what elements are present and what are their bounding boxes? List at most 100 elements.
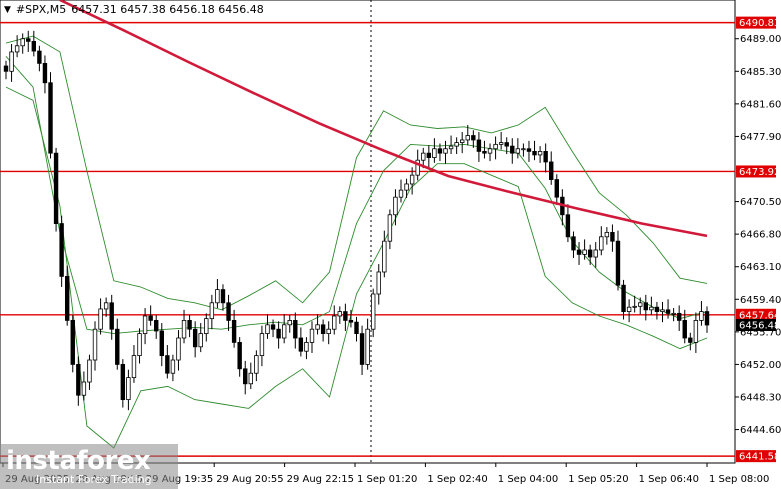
candle xyxy=(231,309,237,348)
dropdown-arrow-icon[interactable]: ▼ xyxy=(4,4,11,15)
candle-body-bear xyxy=(354,321,359,335)
candle-body-bear xyxy=(3,65,9,72)
candle xyxy=(376,264,381,305)
level-label-bg xyxy=(736,450,776,463)
candle-body-bull xyxy=(415,159,420,176)
candle xyxy=(671,308,676,322)
candle-body-bull xyxy=(309,328,315,343)
candle xyxy=(699,301,704,326)
candle-body-bull xyxy=(87,359,92,383)
candle-body-bull xyxy=(254,355,259,374)
candle xyxy=(315,314,320,335)
candle-body-bear xyxy=(237,342,242,370)
candle xyxy=(14,35,20,58)
candle-body-bear xyxy=(298,337,304,352)
candle xyxy=(248,362,253,390)
ohlc-values: 6457.31 6457.38 6456.18 6456.48 xyxy=(71,3,264,16)
candle-body-bull xyxy=(487,148,493,154)
candle-body-bull xyxy=(170,359,176,374)
candle-body-bull xyxy=(626,306,632,313)
candle xyxy=(326,321,331,345)
candle-body-bear xyxy=(48,82,53,154)
candle-body-bull xyxy=(699,311,704,321)
candle-body-bear xyxy=(615,240,621,286)
candle xyxy=(443,140,448,164)
level-label-text: 6473.92 xyxy=(739,167,780,178)
candle-body-bull xyxy=(370,293,376,330)
candle xyxy=(610,224,615,252)
candle-body-bull xyxy=(248,372,253,385)
candle xyxy=(9,44,14,82)
candle xyxy=(304,337,309,360)
level-label-text: 6490.83 xyxy=(739,18,780,29)
y-tick-label: 6459.40 xyxy=(740,295,781,306)
candle-body-bear xyxy=(243,368,248,385)
candle xyxy=(53,147,59,232)
candle xyxy=(454,137,459,155)
candle xyxy=(682,309,687,344)
candle xyxy=(398,179,404,203)
y-tick-label: 6485.30 xyxy=(740,67,781,78)
candle xyxy=(270,319,276,338)
candle xyxy=(587,244,593,265)
candle xyxy=(426,145,432,169)
level-label-text: 6457.64 xyxy=(739,310,780,321)
candle-body-bear xyxy=(654,306,660,313)
candle xyxy=(654,301,660,320)
candle xyxy=(337,306,343,324)
candle-body-bull xyxy=(393,196,398,216)
candle-body-bull xyxy=(387,214,393,242)
candle xyxy=(626,299,632,323)
candle xyxy=(70,315,75,373)
level-labels-layer: 6490.83 6473.92 6457.64 6441.58 6456.48 xyxy=(736,16,780,463)
candle-body-bear xyxy=(64,275,70,321)
candle-body-bear xyxy=(37,50,42,64)
current-price-label: 6456.48 xyxy=(736,318,780,331)
candle xyxy=(448,135,454,155)
candle-body-bull xyxy=(181,320,187,339)
candle-body-bull xyxy=(693,320,699,343)
candle xyxy=(493,136,498,160)
candle xyxy=(59,215,64,287)
candle-body-bull xyxy=(493,143,498,150)
candle xyxy=(437,143,443,162)
candle-body-bear xyxy=(549,161,554,180)
candle-body-bull xyxy=(537,150,543,156)
candle xyxy=(287,315,292,333)
candle-body-bull xyxy=(265,324,270,335)
candle-body-bear xyxy=(293,320,298,339)
candle-body-bear xyxy=(220,289,226,304)
candle xyxy=(115,318,120,370)
candle xyxy=(554,174,559,206)
candle-body-bear xyxy=(676,312,682,321)
candle-body-bear xyxy=(226,302,231,321)
candle xyxy=(109,294,114,340)
candle-body-bear xyxy=(482,150,487,154)
candle-body-bear xyxy=(76,364,81,396)
candle xyxy=(638,297,643,315)
candle-body-bull xyxy=(204,318,209,335)
candle-body-bear xyxy=(565,214,571,238)
candle xyxy=(204,313,209,342)
candle xyxy=(549,151,554,185)
level-label-mid-resistance: 6473.92 xyxy=(736,165,780,178)
candle-body-bull xyxy=(593,249,598,258)
y-tick-label: 6470.50 xyxy=(740,197,781,208)
candle xyxy=(259,325,265,367)
candle-body-bull xyxy=(209,302,215,320)
candle-body-bear xyxy=(621,284,626,313)
y-tick-label: 6455.70 xyxy=(740,327,781,338)
brand-tagline: Instant Forex Trading xyxy=(36,473,152,486)
candle xyxy=(281,314,287,344)
candle xyxy=(254,350,259,382)
candle xyxy=(359,325,365,375)
candle-body-bear xyxy=(343,311,348,321)
candle xyxy=(688,332,693,351)
candle-body-bear xyxy=(587,249,593,258)
candle xyxy=(432,138,437,163)
candle-body-bear xyxy=(471,135,476,141)
candle-body-bull xyxy=(404,183,409,191)
candle-body-bull xyxy=(315,324,320,330)
candle-body-bear xyxy=(643,302,649,311)
